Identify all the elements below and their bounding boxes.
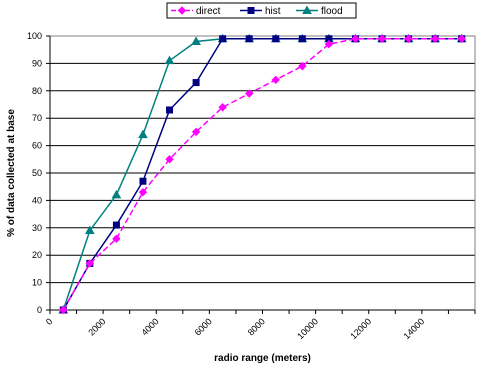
point-hist-2 [112, 221, 120, 229]
y-tick-label-100: 100 [27, 31, 42, 41]
point-hist-8 [272, 35, 280, 43]
point-flood-4 [164, 55, 175, 65]
point-flood-2 [111, 189, 122, 199]
point-hist-9 [298, 35, 306, 43]
y-tick-label-80: 80 [32, 86, 42, 96]
line-direct [62, 37, 462, 311]
y-tick-label-40: 40 [32, 195, 42, 205]
x-axis-title: radio range (meters) [214, 353, 311, 364]
legend-item-direct: direct [171, 6, 221, 17]
point-direct-13 [404, 34, 413, 43]
legend-label-hist: hist [265, 6, 281, 17]
point-flood-5 [191, 36, 201, 45]
point-direct-15 [457, 34, 466, 43]
point-direct-4 [165, 155, 174, 164]
x-tick-label-10000: 10000 [295, 316, 320, 341]
point-direct-1 [85, 259, 95, 268]
x-tick-label-12000: 12000 [348, 316, 373, 341]
point-direct-12 [377, 34, 387, 43]
point-hist-5 [192, 79, 200, 87]
legend-marker-hist [247, 7, 255, 14]
point-direct-7 [245, 89, 254, 98]
point-direct-6 [218, 103, 227, 112]
y-tick-label-50: 50 [32, 168, 42, 178]
point-direct-5 [191, 127, 201, 137]
y-axis-title: % of data collected at base [6, 109, 17, 237]
series-hist [59, 35, 466, 314]
x-tick-label-14000: 14000 [402, 316, 427, 341]
point-flood-3 [138, 129, 148, 139]
point-hist-6 [219, 35, 227, 43]
point-hist-7 [245, 35, 253, 43]
x-tick-label-8000: 8000 [246, 316, 267, 337]
axes [46, 35, 476, 314]
x-tick-label-2000: 2000 [86, 316, 107, 337]
point-direct-10 [324, 40, 334, 49]
legend: direct hist flood [166, 2, 357, 19]
point-hist-4 [166, 106, 174, 114]
y-tick-label-10: 10 [32, 278, 42, 288]
x-tick-label-0: 0 [44, 316, 55, 327]
series-direct [59, 34, 466, 315]
y-tick-labels: 0 10 20 30 40 50 60 70 80 90 100 [27, 31, 42, 315]
line-hist [62, 37, 462, 311]
legend-label-flood: flood [321, 6, 343, 17]
legend-label-direct: direct [196, 6, 221, 17]
point-hist-3 [139, 177, 147, 185]
y-tick-label-60: 60 [32, 141, 42, 151]
x-tick-labels: 0 2000 4000 6000 8000 10000 12000 14000 [44, 316, 426, 341]
y-tick-label-90: 90 [32, 58, 42, 68]
x-tick-label-4000: 4000 [139, 316, 160, 337]
point-direct-2 [112, 234, 121, 243]
legend-item-flood: flood [296, 5, 343, 17]
point-flood-1 [84, 225, 95, 235]
gridlines [50, 35, 475, 311]
point-direct-8 [271, 75, 280, 85]
legend-marker-direct [177, 6, 187, 15]
series-group [58, 33, 467, 315]
y-tick-label-20: 20 [32, 250, 42, 260]
legend-item-hist: hist [240, 6, 281, 17]
y-tick-label-30: 30 [32, 223, 42, 233]
series-flood [58, 33, 467, 314]
x-tick-label-6000: 6000 [193, 316, 214, 337]
point-direct-3 [138, 187, 148, 197]
point-direct-14 [430, 34, 440, 43]
y-tick-label-0: 0 [37, 305, 42, 315]
point-direct-11 [351, 34, 360, 43]
legend-marker-flood [302, 5, 312, 14]
point-direct-0 [59, 305, 68, 315]
y-tick-label-70: 70 [32, 113, 42, 123]
line-flood [62, 37, 462, 311]
point-direct-9 [298, 61, 307, 71]
